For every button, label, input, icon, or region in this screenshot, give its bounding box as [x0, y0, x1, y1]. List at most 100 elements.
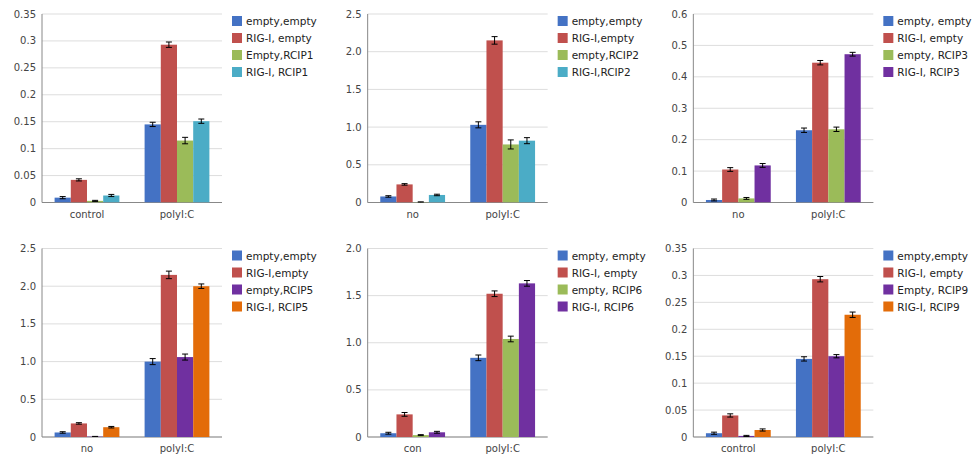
error-bar	[524, 281, 530, 287]
grid-line	[368, 127, 548, 128]
bar	[71, 423, 87, 437]
legend-swatch	[558, 268, 568, 278]
bar	[161, 45, 177, 203]
legend-swatch	[558, 251, 568, 261]
legend-label: empty, RCIP6	[572, 284, 643, 296]
x-tick-label: no	[81, 443, 93, 454]
error-bar	[508, 336, 514, 342]
y-tick-label: 2.0	[346, 243, 362, 254]
legend-swatch	[883, 67, 893, 77]
y-tick-label: 0	[681, 197, 687, 208]
y-axis-line	[693, 249, 694, 438]
error-bar	[182, 137, 188, 143]
legend-swatch	[883, 302, 893, 312]
bar	[519, 141, 535, 203]
error-bar	[817, 277, 823, 282]
bar	[828, 356, 844, 437]
plot-area	[706, 277, 861, 437]
legend-label: RIG-I, empty	[897, 32, 963, 44]
y-tick-label: 1.5	[346, 290, 362, 301]
y-tick-label: 0.05	[14, 170, 36, 181]
y-tick-label: 1.0	[346, 122, 362, 133]
legend-swatch	[883, 268, 893, 278]
legend-swatch	[883, 16, 893, 26]
y-tick-label: 0.25	[665, 297, 687, 308]
y-tick-label: 1.5	[346, 84, 362, 95]
bar	[755, 165, 771, 202]
bar	[470, 125, 486, 203]
error-bar	[108, 426, 114, 428]
grid-line	[693, 248, 873, 249]
legend-swatch	[558, 67, 568, 77]
bar	[706, 200, 722, 203]
error-bar	[524, 138, 530, 144]
y-tick-label: 0.15	[14, 116, 36, 127]
bar	[161, 275, 177, 437]
error-bar	[418, 434, 424, 436]
legend-label: empty, empty	[572, 250, 646, 262]
bar	[503, 144, 519, 202]
y-tick-label: 2.5	[20, 243, 36, 254]
y-tick-label: 0.5	[671, 40, 687, 51]
plot-area	[55, 42, 210, 202]
bar	[396, 184, 412, 202]
bar	[87, 201, 103, 203]
grid-line	[42, 14, 222, 15]
error-bar	[760, 429, 766, 431]
subplot: 00.51.01.52.02.5nopolyI:Cempty,emptyRIG-…	[20, 243, 317, 454]
subplot: 00.050.10.150.20.250.30.35controlpolyI:C…	[14, 9, 317, 220]
bar	[145, 124, 161, 202]
legend-swatch	[232, 33, 242, 43]
grid-line	[368, 51, 548, 52]
y-tick-label: 0.3	[20, 35, 36, 46]
y-axis-line	[367, 249, 368, 438]
bar	[519, 283, 535, 437]
grid-line	[693, 45, 873, 46]
error-bar	[492, 37, 498, 45]
bar	[828, 129, 844, 202]
x-tick-label: con	[404, 443, 422, 454]
bar	[413, 435, 429, 437]
x-tick-label: no	[732, 209, 744, 220]
y-axis-line	[42, 249, 43, 438]
error-bar	[833, 127, 839, 131]
bar	[486, 40, 502, 202]
y-axis-line	[42, 14, 43, 203]
error-bar	[833, 355, 839, 358]
legend: empty,emptyRIG-I,emptyempty,RCIP2RIG-I,R…	[558, 15, 643, 78]
legend-label: empty,empty	[246, 250, 317, 262]
error-bar	[166, 42, 172, 47]
legend-label: RIG-I,empty	[572, 32, 634, 44]
error-bar	[402, 184, 408, 186]
grid-line	[368, 89, 548, 90]
error-bar	[850, 312, 856, 317]
y-tick-label: 0.1	[671, 166, 687, 177]
bar	[812, 279, 828, 437]
subplot: 00.050.10.150.20.250.30.35controlpolyI:C…	[665, 243, 968, 454]
grid-line	[42, 248, 222, 249]
legend-label: empty,empty	[572, 15, 643, 27]
error-bar	[198, 119, 204, 123]
error-bar	[475, 122, 481, 128]
bar	[722, 170, 738, 203]
y-tick-label: 0	[355, 432, 361, 443]
y-tick-label: 0	[30, 197, 36, 208]
bar	[380, 433, 396, 437]
legend-swatch	[232, 67, 242, 77]
bar	[486, 294, 502, 437]
error-bar	[727, 414, 733, 417]
x-tick-label: control	[721, 443, 756, 454]
grid-line	[368, 14, 548, 15]
grid-line	[42, 40, 222, 41]
bar	[177, 141, 193, 203]
legend: empty,emptyRIG-I, emptyEmpty,RCIP1RIG-I,…	[232, 15, 317, 78]
y-tick-label: 1.0	[346, 337, 362, 348]
legend-label: RIG-I, empty	[897, 267, 963, 279]
grid-line	[693, 275, 873, 276]
error-bar	[711, 432, 717, 434]
bar	[380, 196, 396, 202]
figure: 00.050.10.150.20.250.30.35controlpolyI:C…	[0, 0, 977, 469]
bar	[503, 339, 519, 437]
legend-label: RIG-I, RCIP1	[246, 66, 308, 78]
legend-label: Empty,RCIP1	[246, 49, 313, 61]
